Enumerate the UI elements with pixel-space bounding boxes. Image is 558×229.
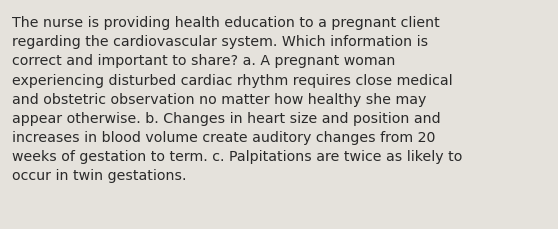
Text: The nurse is providing health education to a pregnant client
regarding the cardi: The nurse is providing health education …: [12, 16, 463, 183]
